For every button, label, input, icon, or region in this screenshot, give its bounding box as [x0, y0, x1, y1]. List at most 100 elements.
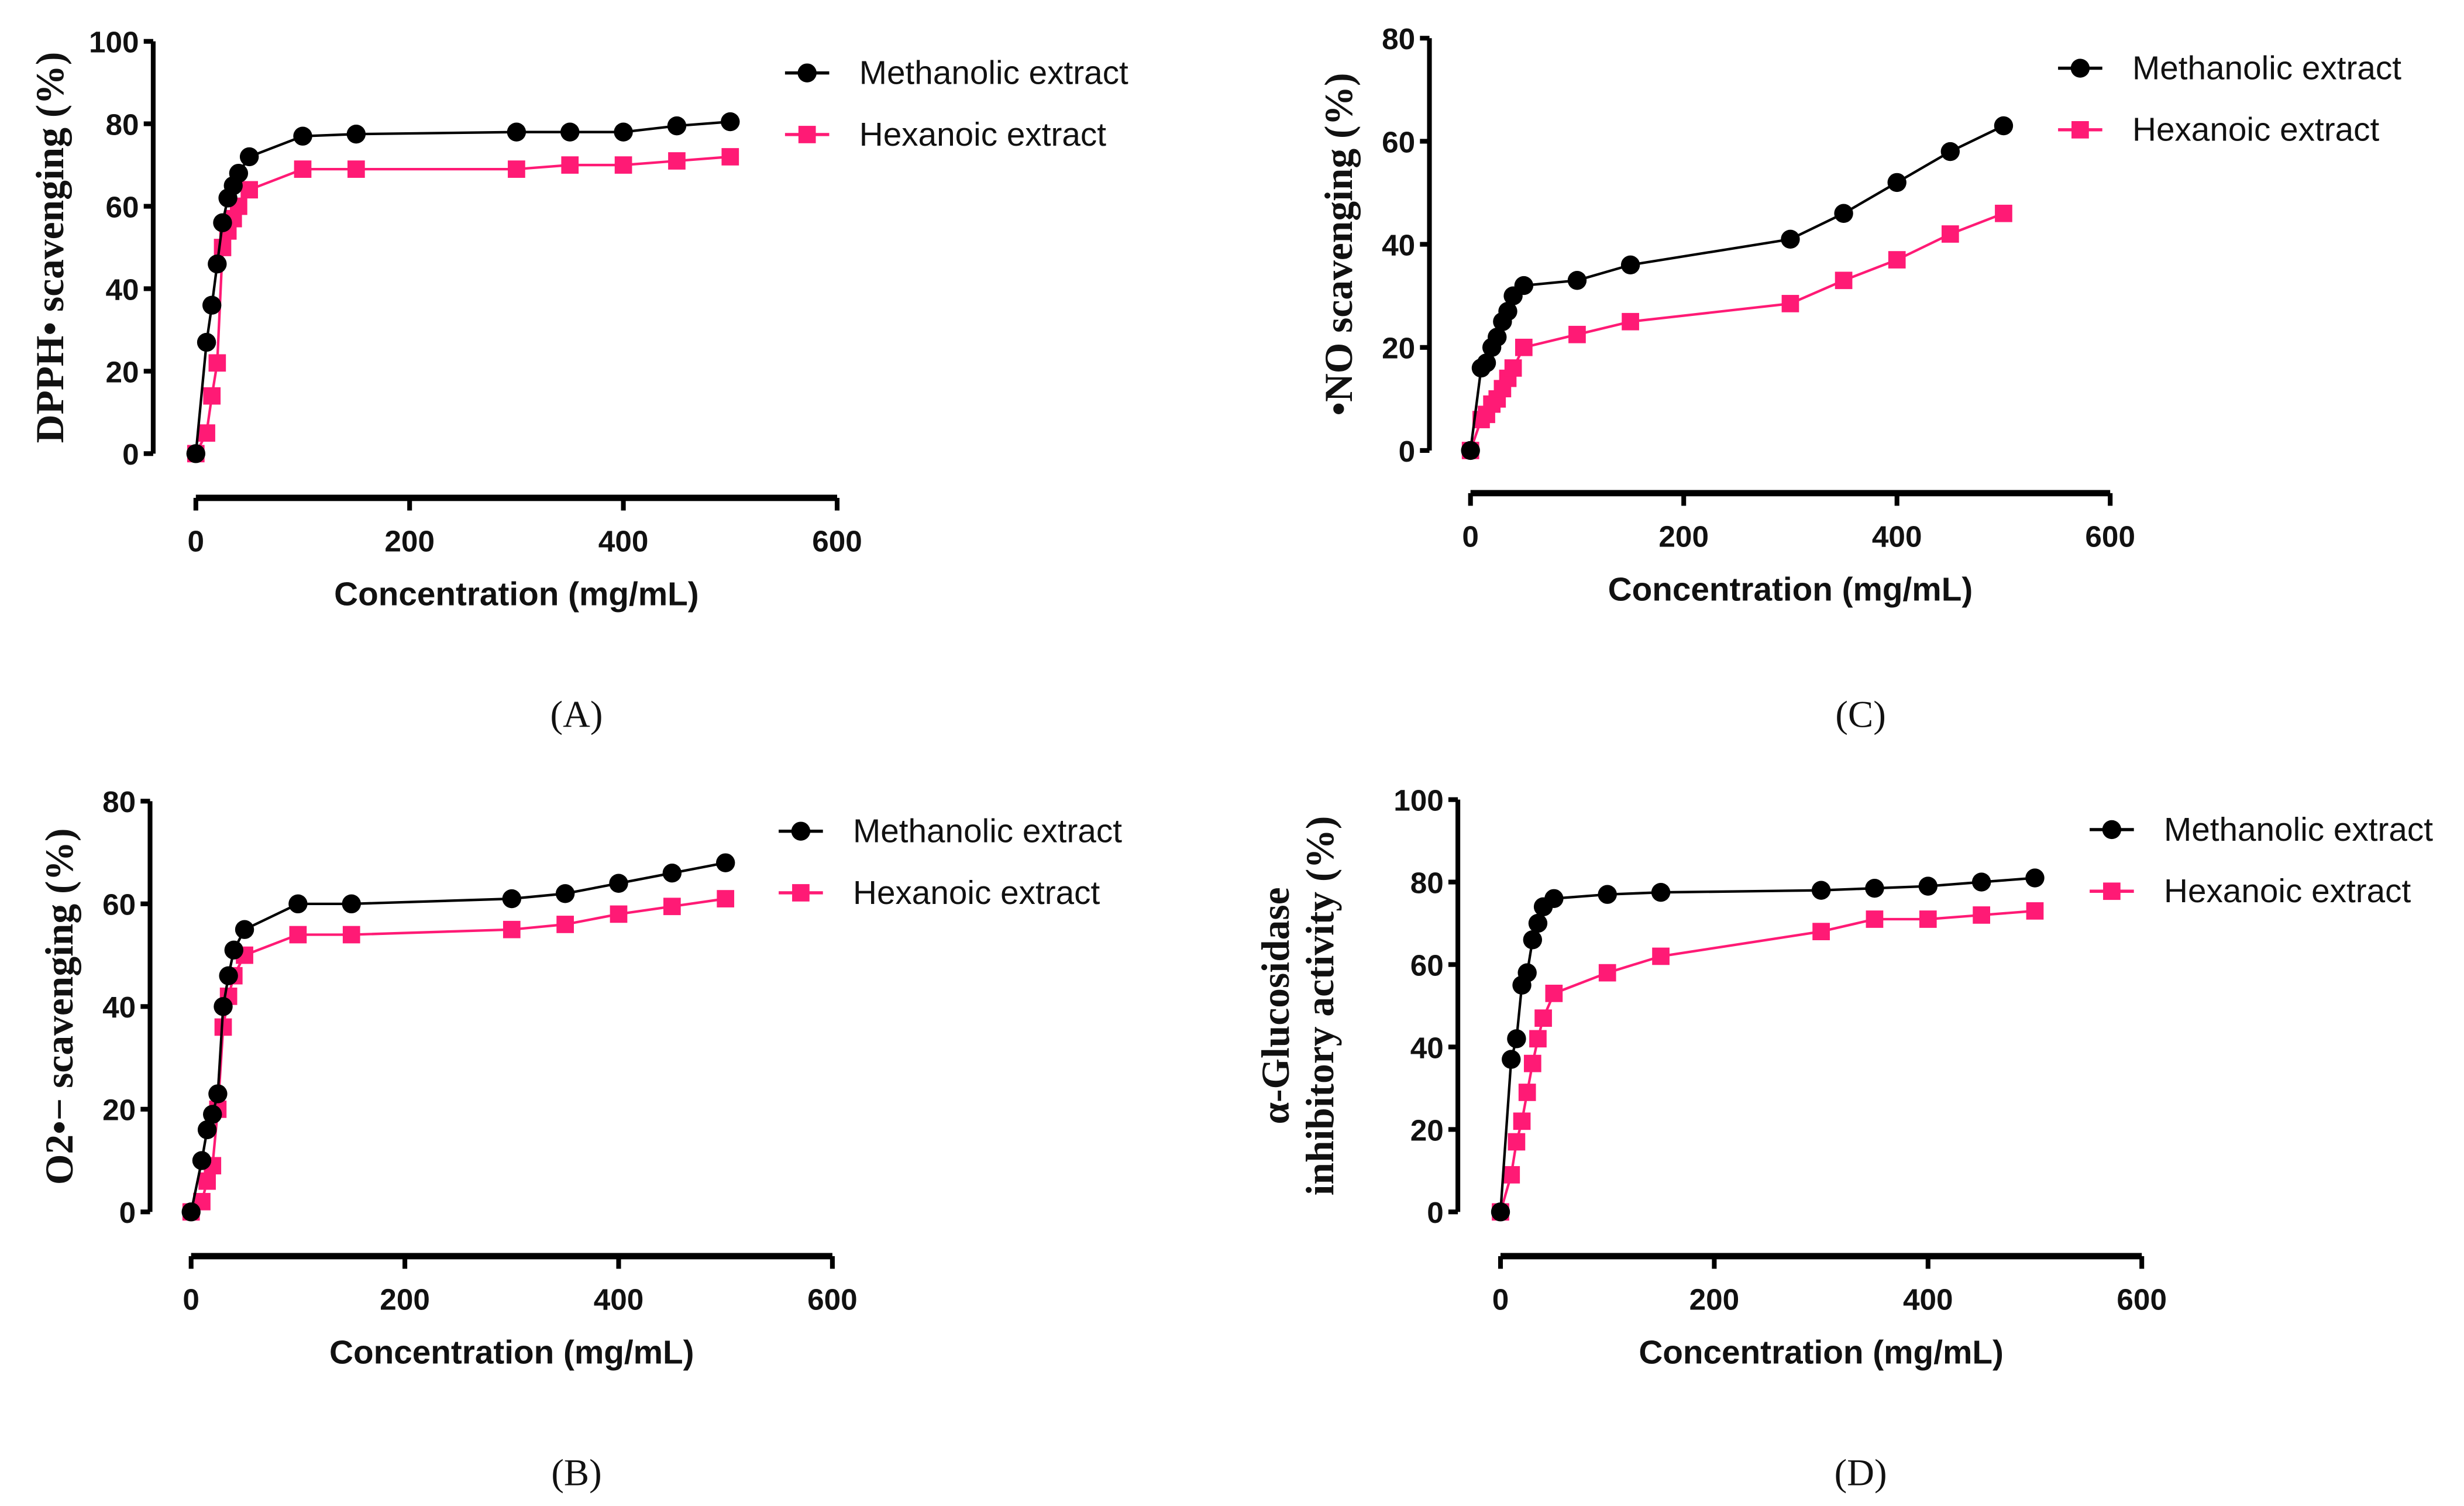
y-tick-label: 20	[102, 1094, 136, 1127]
chart-panel-b: 0 20 40 60 80 0 200 400 600 Concentration (mg/mL)…	[37, 785, 1122, 1494]
data-point-hexanoic	[208, 354, 226, 372]
x-tick-label: 600	[812, 525, 862, 558]
data-point-methanolic	[560, 122, 580, 142]
data-point-hexanoic	[198, 1172, 216, 1190]
data-point-methanolic	[224, 940, 243, 960]
data-point-hexanoic	[1502, 1166, 1520, 1184]
y-axis-title: O2•− scavenging (%)	[37, 828, 81, 1185]
data-point-hexanoic	[1504, 359, 1522, 377]
data-point-methanolic	[235, 920, 254, 939]
series-line-methanolic	[190, 861, 726, 1212]
data-point-hexanoic	[1941, 225, 1959, 243]
data-point-methanolic	[192, 1151, 212, 1170]
data-point-methanolic	[1523, 930, 1543, 950]
data-point-hexanoic	[2026, 902, 2044, 920]
data-point-methanolic	[1517, 963, 1537, 982]
data-point-hexanoic	[1568, 325, 1586, 343]
data-point-hexanoic	[294, 160, 312, 178]
data-point-methanolic	[186, 444, 205, 463]
data-point-hexanoic	[556, 916, 574, 933]
data-point-methanolic	[1477, 353, 1496, 373]
series-line-hexanoic	[190, 897, 726, 1213]
data-point-methanolic	[1598, 885, 1617, 904]
y-tick-label: 60	[1410, 948, 1444, 982]
y-tick-label: 0	[1399, 435, 1416, 468]
y-tick-label: 40	[106, 273, 139, 306]
data-point-methanolic	[2025, 868, 2045, 888]
data-point-methanolic	[1940, 142, 1960, 161]
legend-label: Hexanoic extract	[853, 875, 1100, 912]
data-point-hexanoic	[1919, 910, 1937, 928]
y-axis-title: inhibitory activity (%)	[1298, 816, 1342, 1196]
data-point-hexanoic	[1835, 271, 1853, 290]
legend-marker-circle	[2102, 820, 2122, 840]
legend-label: Hexanoic extract	[859, 116, 1106, 153]
y-tick-label: 100	[1393, 784, 1444, 817]
data-point-methanolic	[208, 1084, 228, 1103]
data-point-hexanoic	[342, 926, 360, 944]
y-tick-label: 0	[122, 438, 139, 471]
data-point-hexanoic	[1518, 1084, 1536, 1101]
y-tick-label: 80	[106, 108, 139, 141]
data-point-methanolic	[181, 1202, 201, 1222]
panel-label: (D)	[1835, 1452, 1887, 1494]
x-tick-label: 400	[598, 525, 649, 558]
data-point-methanolic	[1461, 441, 1480, 460]
chart-panel-c: 0 20 40 60 80 0 200 400 600 Concentration (mg/mL)…	[1317, 22, 2401, 735]
y-tick-label: 40	[102, 991, 136, 1024]
data-point-hexanoic	[1973, 906, 1990, 924]
data-point-methanolic	[1994, 116, 2014, 136]
series-line-hexanoic	[194, 155, 731, 455]
series-line-hexanoic	[1499, 909, 2035, 1212]
x-tick-label: 200	[380, 1283, 430, 1316]
data-point-methanolic	[1502, 1050, 1521, 1069]
data-point-methanolic	[1651, 883, 1671, 902]
legend-marker-square	[798, 126, 816, 143]
y-tick-label: 60	[1382, 125, 1415, 159]
data-point-hexanoic	[668, 152, 686, 170]
y-tick-label: 0	[1427, 1196, 1444, 1229]
data-point-methanolic	[1834, 204, 1853, 223]
y-tick-label: 0	[119, 1196, 136, 1229]
y-tick-label: 60	[102, 888, 136, 922]
y-tick-label: 40	[1410, 1031, 1444, 1064]
data-point-methanolic	[346, 125, 366, 144]
y-tick-label: 60	[106, 190, 139, 224]
data-point-methanolic	[1507, 1029, 1526, 1048]
y-axis-title: •NO scavenging (%)	[1317, 73, 1361, 416]
legend-label: Methanolic extract	[2132, 50, 2401, 87]
data-point-hexanoic	[663, 898, 681, 916]
legend-label: Hexanoic extract	[2164, 873, 2411, 910]
data-point-methanolic	[208, 254, 227, 274]
data-point-methanolic	[197, 332, 216, 352]
data-point-hexanoic	[347, 160, 365, 178]
x-axis-title: Concentration (mg/mL)	[334, 576, 699, 613]
data-point-hexanoic	[1652, 947, 1670, 965]
data-point-methanolic	[1498, 301, 1517, 321]
data-point-hexanoic	[1781, 295, 1799, 312]
data-point-methanolic	[1918, 876, 1938, 896]
data-point-methanolic	[229, 163, 249, 183]
data-point-hexanoic	[1622, 312, 1639, 331]
data-point-methanolic	[1528, 913, 1548, 933]
series-line-methanolic	[1469, 125, 2004, 451]
data-point-methanolic	[203, 1105, 222, 1124]
series-line-methanolic	[194, 120, 731, 454]
x-tick-label: 400	[1872, 520, 1922, 553]
data-point-methanolic	[293, 126, 312, 146]
data-point-methanolic	[239, 147, 259, 167]
data-point-methanolic	[1781, 229, 1800, 249]
data-point-hexanoic	[1508, 1133, 1526, 1151]
y-tick-label: 80	[1410, 866, 1444, 899]
y-tick-label: 20	[106, 355, 139, 388]
x-tick-label: 0	[188, 525, 205, 558]
data-point-hexanoic	[614, 156, 632, 174]
data-point-methanolic	[609, 874, 628, 893]
data-point-hexanoic	[503, 920, 521, 938]
data-point-methanolic	[1514, 276, 1534, 295]
y-tick-label: 100	[89, 26, 139, 59]
y-tick-label: 40	[1382, 229, 1415, 262]
data-point-hexanoic	[508, 160, 525, 178]
data-point-methanolic	[342, 894, 361, 914]
legend-label: Methanolic extract	[859, 55, 1128, 92]
